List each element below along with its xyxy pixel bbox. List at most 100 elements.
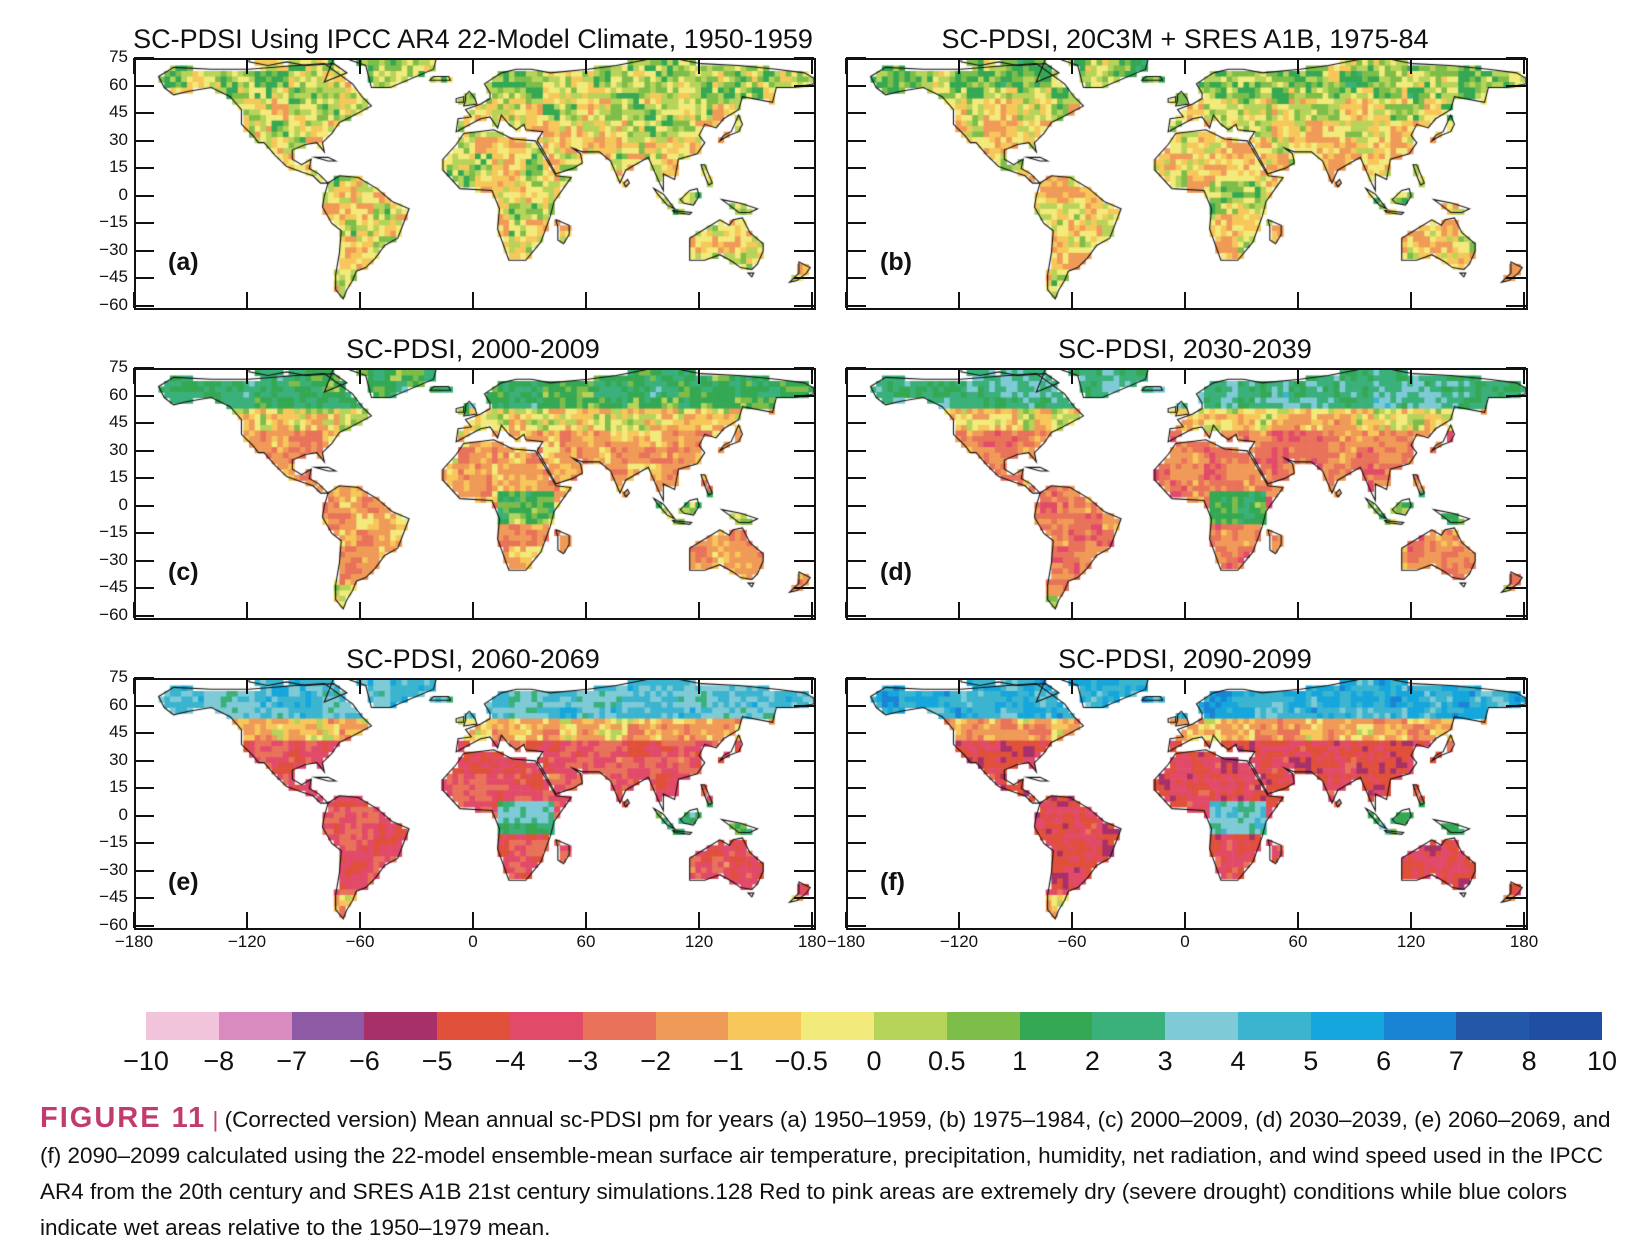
lat-label: 30 — [109, 129, 128, 149]
panel-title-d: SC-PDSI, 2030-2039 — [1058, 334, 1312, 364]
lon-tick — [472, 368, 474, 384]
lat-tick — [794, 615, 814, 617]
lon-tick — [359, 912, 361, 928]
lat-tick — [1506, 704, 1526, 707]
lat-label: 45 — [109, 412, 128, 432]
lat-tick — [134, 477, 154, 480]
lon-tick — [1297, 292, 1299, 308]
lat-tick — [846, 759, 866, 762]
lon-tick — [246, 912, 248, 928]
lon-tick — [585, 602, 587, 618]
lat-tick — [794, 925, 814, 927]
colorbar-swatch — [946, 1012, 1020, 1040]
lon-label: −180 — [114, 932, 154, 951]
caption-text: (Corrected version) Mean annual sc-PDSI … — [40, 1107, 1611, 1240]
colorbar-swatch — [801, 1012, 874, 1040]
panel-letter-e: (e) — [168, 868, 199, 896]
lon-tick — [246, 58, 248, 74]
lon-tick — [246, 292, 248, 308]
panel-letter-c: (c) — [168, 558, 199, 586]
colorbar-label: 0 — [866, 1046, 882, 1076]
colorbar-label: −10 — [123, 1046, 169, 1076]
lat-tick — [134, 842, 154, 845]
panel-letter-f: (f) — [880, 868, 905, 896]
lon-tick — [1184, 678, 1186, 694]
lon-tick — [1184, 292, 1186, 308]
lon-tick — [585, 912, 587, 928]
lon-tick — [585, 678, 587, 694]
panel-letter-b: (b) — [880, 248, 912, 276]
lat-tick — [1506, 504, 1526, 507]
sc-pdsi-map-a — [136, 60, 814, 308]
map-panel-c — [134, 368, 816, 620]
colorbar-label: 6 — [1376, 1046, 1392, 1076]
lat-label: −60 — [99, 295, 128, 314]
panel-letter-d: (d) — [880, 558, 912, 586]
lat-tick — [794, 532, 814, 535]
lat-tick — [846, 167, 866, 170]
colorbar-swatch — [582, 1012, 656, 1040]
lat-tick — [846, 222, 866, 225]
colorbar-swatch — [728, 1012, 802, 1040]
lat-tick — [1506, 732, 1526, 735]
lat-tick — [134, 787, 154, 790]
lat-tick — [1506, 925, 1526, 927]
lat-label: 60 — [109, 74, 128, 94]
colorbar — [146, 1012, 1602, 1040]
lon-tick — [958, 292, 960, 308]
lon-tick — [811, 602, 813, 618]
colorbar-swatch — [146, 1012, 219, 1040]
lat-label: 75 — [109, 47, 128, 66]
lat-tick — [1506, 249, 1526, 252]
lat-tick — [134, 615, 154, 617]
colorbar-swatch — [1237, 1012, 1311, 1040]
lon-tick — [246, 602, 248, 618]
colorbar-swatch — [1310, 1012, 1384, 1040]
lat-tick — [794, 759, 814, 762]
lon-tick — [1297, 678, 1299, 694]
lat-label: 0 — [118, 804, 128, 824]
colorbar-label: −2 — [640, 1046, 671, 1076]
colorbar-swatch — [1456, 1012, 1530, 1040]
lat-tick — [846, 897, 866, 900]
lat-tick — [794, 277, 814, 280]
lat-tick — [846, 194, 866, 197]
lat-tick — [1506, 422, 1526, 425]
lat-tick — [794, 504, 814, 507]
lat-tick — [134, 57, 154, 59]
lat-tick — [134, 559, 154, 562]
map-panel-a — [134, 58, 816, 310]
lon-tick — [246, 368, 248, 384]
figure-label: FIGURE 11 — [40, 1102, 207, 1134]
lon-label: 60 — [576, 932, 596, 951]
map-panel-b — [846, 58, 1528, 310]
lon-tick — [698, 678, 700, 694]
lat-label: 60 — [109, 694, 128, 714]
lat-tick — [794, 897, 814, 900]
lat-tick — [846, 367, 866, 369]
lat-tick — [1506, 449, 1526, 452]
lon-tick — [472, 602, 474, 618]
lat-tick — [134, 704, 154, 707]
lat-label: −45 — [99, 267, 128, 287]
lon-tick — [1523, 602, 1525, 618]
lat-tick — [1506, 477, 1526, 480]
lat-tick — [1506, 112, 1526, 115]
lon-tick — [1410, 602, 1412, 618]
lon-tick — [1523, 678, 1525, 694]
lat-tick — [846, 477, 866, 480]
lon-tick — [1410, 58, 1412, 74]
lon-tick — [845, 912, 847, 928]
lat-tick — [1506, 869, 1526, 872]
lat-tick — [846, 842, 866, 845]
lat-tick — [794, 367, 814, 369]
lon-tick — [1297, 912, 1299, 928]
lat-tick — [1506, 167, 1526, 170]
lat-label: −30 — [99, 549, 128, 569]
lat-tick — [134, 367, 154, 369]
lat-tick — [134, 759, 154, 762]
lon-tick — [958, 602, 960, 618]
lon-label: 0 — [1180, 932, 1190, 951]
lon-tick — [958, 678, 960, 694]
lat-tick — [1506, 897, 1526, 900]
